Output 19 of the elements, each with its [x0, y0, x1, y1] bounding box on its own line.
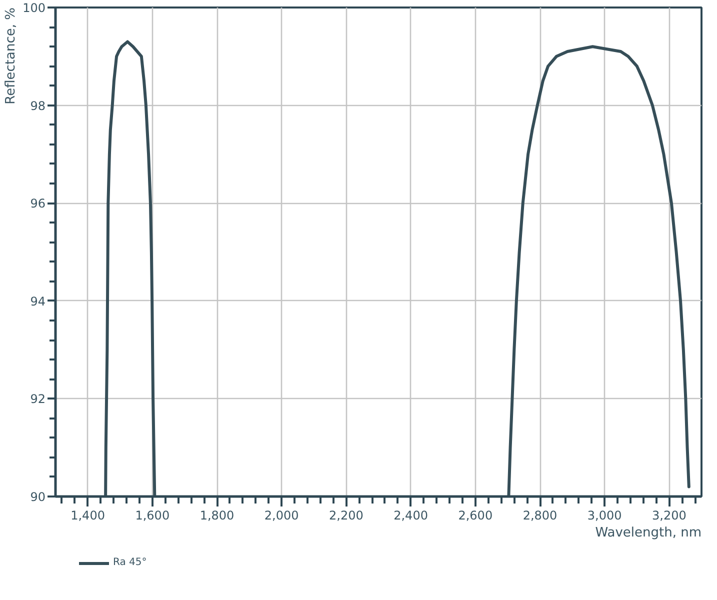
- x-tick-label: 2,800: [522, 508, 558, 522]
- y-tick-label: 98: [30, 98, 46, 113]
- x-tick-label: 3,000: [587, 508, 622, 522]
- y-tick-label: 100: [22, 1, 46, 15]
- legend-label: Ra 45°: [113, 557, 147, 568]
- x-tick-label: 2,400: [394, 508, 428, 522]
- x-axis-title: Wavelength, nm: [595, 526, 702, 540]
- y-tick-label: 96: [30, 196, 46, 211]
- x-tick-label: 2,200: [329, 508, 364, 522]
- x-tick-label: 1,800: [200, 508, 234, 522]
- x-tick-label: 1,400: [70, 508, 105, 522]
- y-axis-title: Reflectance, %: [4, 7, 18, 104]
- x-tick-label: 2,600: [458, 508, 493, 522]
- x-tick-label: 1,600: [135, 508, 170, 522]
- x-tick-label: 2,000: [264, 508, 299, 522]
- y-tick-label: 92: [30, 392, 46, 406]
- y-tick-label: 94: [30, 294, 46, 308]
- x-tick-label: 3,200: [652, 508, 686, 522]
- y-tick-label: 90: [30, 490, 46, 504]
